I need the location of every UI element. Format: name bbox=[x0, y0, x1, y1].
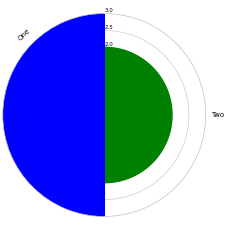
Text: One: One bbox=[17, 27, 31, 42]
Polygon shape bbox=[3, 14, 104, 216]
Polygon shape bbox=[104, 47, 172, 183]
Text: Two: Two bbox=[212, 112, 225, 118]
Polygon shape bbox=[104, 81, 138, 149]
